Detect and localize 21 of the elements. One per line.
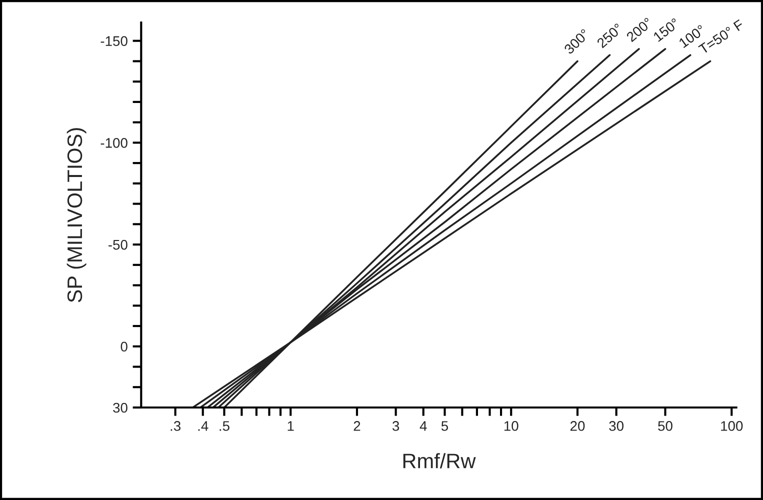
y-tick-label: 30 [113, 402, 128, 413]
x-tick-label: 2 [354, 421, 360, 431]
y-tick-label: -100 [100, 138, 128, 148]
y-tick-label: 0 [120, 342, 128, 352]
y-axis-title: SP (MILIVOLTIOS) [66, 128, 86, 302]
x-tick-label: 100 [721, 421, 743, 431]
x-tick-label: 20 [570, 421, 585, 431]
x-tick-label: 30 [609, 421, 624, 431]
x-tick-label: 10 [504, 421, 518, 431]
x-tick-label: 3 [392, 421, 400, 431]
text: 150° [652, 18, 680, 42]
y-tick-label: -50 [108, 240, 128, 250]
x-tick-label: 1 [288, 421, 294, 431]
x-tick-label: .4 [198, 421, 208, 431]
x-tick-label: .3 [170, 421, 180, 431]
x-tick-label: .5 [220, 421, 230, 431]
y-tick-label: -150 [100, 36, 128, 46]
x-tick-label: 4 [420, 421, 427, 431]
x-tick-label: 50 [658, 421, 672, 431]
x-axis-title: Rmf/Rw [403, 453, 476, 468]
x-tick-label: 5 [441, 421, 448, 431]
